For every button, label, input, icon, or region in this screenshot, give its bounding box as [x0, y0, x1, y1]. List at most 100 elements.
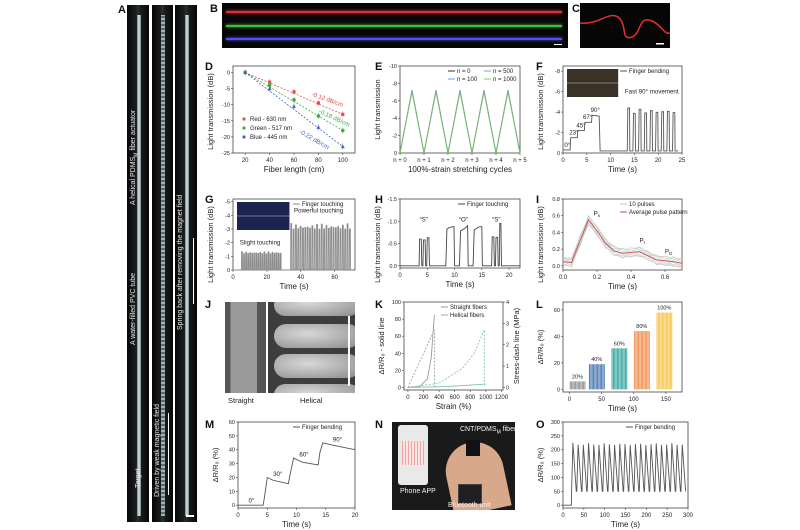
burst-bar	[569, 381, 571, 390]
x-tick-label: 60	[331, 275, 338, 281]
legend-label: Finger touching	[302, 202, 343, 208]
y-tick-label: 60	[554, 308, 560, 314]
y-axis-label: ΔR/R₀ - solid line	[377, 318, 386, 375]
pulse-replicate-line	[562, 224, 683, 266]
x-tick-label-wrap: 20	[264, 275, 271, 281]
helical-label: Helical	[300, 396, 323, 405]
y-tick-label: 50	[554, 489, 560, 495]
y-right-tick-label: 0	[506, 385, 509, 391]
y-tick-label: -4	[555, 110, 560, 116]
x-tick-label-wrap: 5	[266, 513, 270, 519]
x-tick-label: 5	[426, 273, 430, 279]
y-axis-label: Light transmission (dB)	[536, 206, 545, 283]
legend-label: n = 500	[493, 69, 514, 75]
x-axis-label-wrap: Time (s)	[608, 282, 637, 291]
x-tick-label-wrap: 150	[661, 397, 672, 403]
y-tick-label: -15	[222, 119, 230, 125]
x-tick-label: 10	[293, 513, 300, 519]
legend-label-wrap: Red - 630 nm	[250, 117, 286, 123]
y-tick-label: 0	[557, 387, 560, 393]
x-axis-label: Time (s)	[445, 280, 474, 289]
x-tick-label-wrap: 100	[600, 513, 611, 519]
x-tick-label: 100	[338, 158, 349, 164]
y-tick-label-wrap: 30	[229, 462, 235, 468]
y-tick-label: -0.5	[388, 242, 397, 248]
annotation: “O”	[459, 216, 468, 223]
y-tick-label: 60	[395, 334, 401, 340]
y-axis-label: Light transmission (dB)	[206, 73, 215, 150]
green-fiber	[226, 25, 562, 27]
y-tick-label: -1.0	[388, 219, 397, 225]
x-axis-label: Fiber length (cm)	[264, 165, 325, 174]
legend-label: Blue - 445 nm	[250, 135, 287, 141]
annotation: Fast 90° movement	[625, 89, 679, 96]
y-tick-label: 40	[395, 351, 401, 357]
x-tick-label: 1200	[495, 395, 509, 401]
y-tick-label-wrap: 100	[551, 475, 560, 481]
x-tick-label: 40	[266, 158, 273, 164]
plot-frame	[237, 421, 356, 509]
burst-bar	[583, 381, 585, 390]
burst-bar	[590, 364, 592, 390]
y-tick-label-wrap: -4	[392, 116, 397, 122]
y-tick-label: -5	[225, 87, 230, 93]
bluetooth-unit	[458, 484, 482, 504]
y-axis-label: ΔR/R₀ (%)	[536, 447, 545, 482]
chart-g: 0 20 40 60 0 -1 -2 -3 -4 -5 Time (s) Light transmis…	[206, 198, 356, 291]
burst-bar	[612, 348, 614, 390]
x-tick-label-wrap: 100	[629, 397, 640, 403]
x-tick-label-wrap: 100	[338, 158, 349, 164]
burst-bar	[602, 364, 604, 390]
y-tick-label-wrap: -0.5	[388, 242, 397, 248]
y-tick-label: 150	[551, 462, 560, 468]
annotation: PD	[665, 248, 673, 256]
burst-bar	[615, 348, 617, 390]
y-tick-label: -2	[392, 134, 397, 140]
y-tick-label: -2	[555, 131, 560, 137]
y-tick-label-wrap: -6	[392, 99, 397, 105]
y-tick-label-wrap: 40	[395, 351, 401, 357]
y-tick-label: 30	[229, 462, 235, 468]
scale-bar	[186, 515, 194, 517]
burst-bar	[666, 312, 667, 390]
x-tick-label-wrap: 0.4	[627, 275, 636, 281]
annotation: Slight touching	[240, 240, 281, 247]
y-tick-label: -4	[225, 213, 230, 219]
annotation: 30°	[273, 471, 283, 478]
y-axis-label: Light transmission (dB)	[373, 206, 382, 283]
burst-bar	[644, 331, 646, 390]
burst-label-wrap: 80%	[636, 324, 647, 330]
burst-bar	[647, 331, 649, 390]
legend-label: Straight fibers	[450, 305, 487, 311]
x-axis-label: Time (s)	[608, 165, 637, 174]
panel-c-photo	[580, 3, 670, 48]
y-axis-right-label: Stress-dash line (MPa)	[512, 307, 521, 384]
x-tick-label: 50	[580, 513, 587, 519]
burst-bar	[626, 348, 628, 390]
y-tick-label: -2	[225, 241, 230, 247]
burst-bar	[646, 331, 648, 390]
x-tick-label: 200	[418, 395, 429, 401]
y-tick-label: -20	[222, 135, 230, 141]
x-tick-label: 0	[568, 397, 572, 403]
y-tick-label-wrap: 50	[554, 489, 560, 495]
plot-frame	[562, 65, 683, 154]
legend-label-wrap: 10 pulses	[629, 202, 655, 208]
annotation-wrap: 60°	[299, 452, 309, 459]
y-right-tick-label: 2	[506, 343, 509, 349]
x-tick-label-wrap: 60	[331, 275, 338, 281]
pulse-replicate-line	[562, 220, 683, 269]
annotation-wrap: “S”	[420, 216, 428, 223]
burst-bar	[638, 331, 639, 390]
down-arrow-icon	[168, 413, 169, 495]
chart-h: 0 5 10 15 20 0.0 -0.5 -1.0 -1.5 Time (s) Light tra…	[373, 197, 521, 289]
legend-label-wrap: n = 500	[493, 69, 514, 75]
chart-m: 0 5 10 15 20 0 10 20 30 40 50 60 Time (s) ΔR/R₀ (%) Fi…	[211, 420, 359, 529]
x-tick-label: 150	[661, 397, 672, 403]
y-tick-label-wrap: 200	[551, 448, 560, 454]
pulse-replicate-line	[562, 217, 683, 269]
y-tick-label-wrap: 300	[551, 420, 560, 426]
y-tick-label: -1	[225, 254, 230, 260]
y-tick-label: 40	[554, 334, 560, 340]
phone-app-label: Phone APP	[400, 488, 436, 495]
